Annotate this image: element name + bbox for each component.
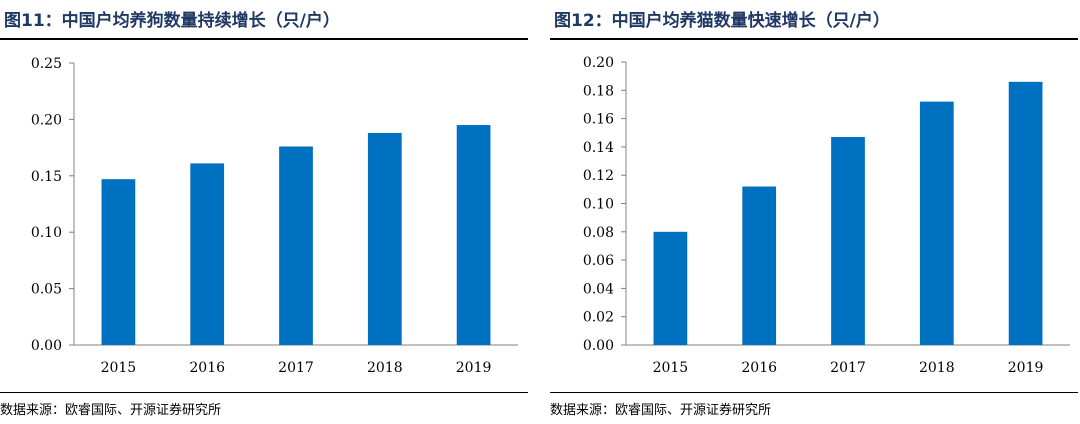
bar-2018 — [919, 101, 954, 345]
y-tick-label: 0.20 — [31, 112, 62, 128]
y-tick-label: 0.10 — [31, 225, 62, 241]
source-rule — [0, 392, 528, 393]
x-tick-label: 2016 — [741, 360, 777, 376]
x-tick-label: 2015 — [101, 360, 137, 376]
y-tick-label: 0.25 — [31, 56, 62, 72]
bar-2018 — [367, 132, 402, 345]
x-tick-label: 2016 — [189, 360, 225, 376]
title-rule — [0, 38, 528, 40]
source-note: 数据来源：欧睿国际、开源证券研究所 — [550, 403, 772, 418]
x-tick-label: 2017 — [830, 360, 866, 376]
bar-2019 — [1008, 81, 1043, 345]
chart-title: 图12：中国户均养猫数量快速增长（只/户） — [554, 11, 890, 31]
chart-panel-dogs: 图11：中国户均养狗数量持续增长（只/户） 0.00 0.05 0.10 0.15 0.… — [0, 0, 528, 424]
y-tick-label: 0.20 — [583, 55, 614, 71]
chart-title: 图11：中国户均养狗数量持续增长（只/户） — [4, 11, 340, 31]
source-note: 数据来源：欧睿国际、开源证券研究所 — [0, 403, 222, 418]
x-tick-label: 2015 — [653, 360, 689, 376]
y-tick-label: 0.08 — [583, 225, 614, 241]
x-tick-label: 2017 — [278, 360, 314, 376]
bar-2015 — [653, 231, 688, 345]
x-tick-label: 2019 — [456, 360, 492, 376]
x-tick-label: 2018 — [919, 360, 955, 376]
y-tick-label: 0.04 — [583, 281, 614, 297]
dog-bar-chart: 0.00 0.05 0.10 0.15 0.20 0.25 2015 2016 2017 2018… — [31, 56, 518, 376]
y-tick-label: 0.12 — [583, 168, 614, 184]
y-tick-label: 0.16 — [583, 112, 614, 128]
y-tick-label: 0.05 — [31, 282, 62, 298]
bar-2019 — [456, 125, 491, 345]
bar-2017 — [279, 146, 313, 345]
y-tick-label: 0.00 — [31, 338, 62, 354]
chart-panel-cats: 图12：中国户均养猫数量快速增长（只/户） 0.00 0.02 0.04 0.06 0.… — [550, 0, 1078, 424]
bar-2015 — [101, 179, 136, 345]
y-tick-label: 0.06 — [583, 253, 614, 269]
bar-2016 — [742, 186, 777, 345]
bar-2016 — [190, 163, 225, 345]
x-tick-label: 2019 — [1008, 360, 1044, 376]
x-tick-label: 2018 — [367, 360, 403, 376]
y-tick-label: 0.18 — [583, 83, 614, 99]
source-rule — [550, 392, 1078, 393]
y-tick-label: 0.00 — [583, 338, 614, 354]
y-tick-label: 0.02 — [583, 310, 614, 326]
cat-bar-chart: 0.00 0.02 0.04 0.06 0.08 0.10 0.12 0.14 0.16 0.18… — [583, 55, 1070, 376]
bar-2017 — [831, 136, 865, 345]
y-tick-label: 0.14 — [583, 140, 614, 156]
y-tick-label: 0.10 — [583, 197, 614, 213]
title-rule — [550, 38, 1078, 40]
y-tick-label: 0.15 — [31, 169, 62, 185]
